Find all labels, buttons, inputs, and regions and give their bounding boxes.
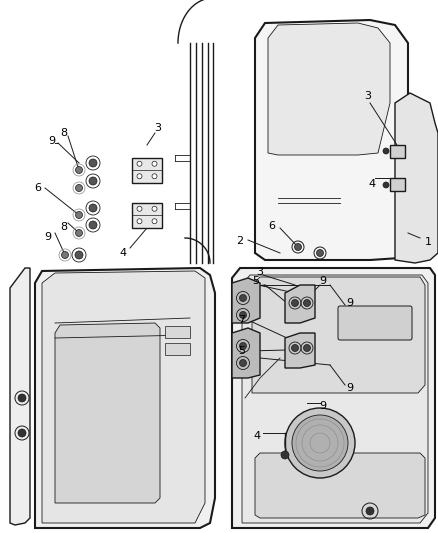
Circle shape [75, 212, 82, 219]
FancyBboxPatch shape [165, 326, 190, 338]
Circle shape [75, 230, 82, 237]
Polygon shape [232, 268, 435, 528]
Circle shape [89, 177, 97, 185]
Polygon shape [42, 271, 205, 523]
Circle shape [18, 394, 26, 402]
Circle shape [152, 161, 157, 166]
Circle shape [292, 300, 299, 306]
Text: 9: 9 [346, 383, 353, 393]
FancyBboxPatch shape [132, 157, 162, 182]
Polygon shape [390, 178, 405, 191]
Circle shape [89, 221, 97, 229]
Circle shape [75, 184, 82, 191]
Circle shape [137, 161, 142, 166]
Circle shape [383, 182, 389, 188]
Circle shape [317, 249, 324, 256]
Text: 6: 6 [268, 221, 276, 231]
Circle shape [75, 166, 82, 174]
Circle shape [383, 148, 389, 154]
Polygon shape [10, 268, 30, 525]
FancyBboxPatch shape [132, 203, 162, 228]
Polygon shape [232, 278, 260, 323]
Text: 3: 3 [364, 91, 371, 101]
Circle shape [137, 206, 142, 211]
Circle shape [89, 204, 97, 212]
Text: 3: 3 [155, 123, 162, 133]
Circle shape [152, 206, 157, 211]
Circle shape [240, 295, 247, 302]
Polygon shape [55, 323, 160, 503]
Text: 6: 6 [35, 183, 42, 193]
Circle shape [61, 252, 68, 259]
Text: 9: 9 [319, 276, 327, 286]
Circle shape [240, 311, 247, 319]
Polygon shape [268, 23, 390, 155]
Text: 1: 1 [424, 237, 431, 247]
Polygon shape [252, 277, 425, 393]
Circle shape [240, 343, 247, 350]
Polygon shape [255, 453, 425, 518]
Text: 9: 9 [49, 136, 56, 146]
Circle shape [294, 244, 301, 251]
Text: 5: 5 [239, 346, 246, 356]
Circle shape [152, 219, 157, 224]
Text: 9: 9 [346, 298, 353, 308]
Circle shape [292, 415, 348, 471]
Text: 9: 9 [319, 401, 327, 411]
Text: 8: 8 [60, 222, 67, 232]
Circle shape [304, 300, 311, 306]
Text: 7: 7 [238, 315, 246, 325]
Polygon shape [285, 333, 315, 368]
Polygon shape [232, 328, 260, 378]
FancyBboxPatch shape [338, 306, 412, 340]
FancyBboxPatch shape [165, 343, 190, 355]
Circle shape [285, 408, 355, 478]
Polygon shape [390, 145, 405, 158]
Circle shape [304, 344, 311, 351]
Polygon shape [255, 20, 408, 260]
Circle shape [240, 359, 247, 367]
Polygon shape [242, 275, 428, 523]
Text: 5: 5 [252, 276, 259, 286]
Text: 3: 3 [257, 267, 264, 277]
Polygon shape [35, 268, 215, 528]
Text: 4: 4 [120, 248, 127, 258]
Text: 2: 2 [237, 236, 244, 246]
Circle shape [137, 219, 142, 224]
Text: 9: 9 [44, 232, 52, 242]
Polygon shape [395, 93, 438, 263]
Text: 8: 8 [60, 128, 67, 138]
Circle shape [281, 451, 289, 459]
Circle shape [292, 344, 299, 351]
Circle shape [89, 159, 97, 167]
Text: 4: 4 [368, 179, 375, 189]
Polygon shape [285, 285, 315, 323]
Circle shape [366, 507, 374, 515]
Circle shape [75, 251, 83, 259]
Circle shape [137, 174, 142, 179]
Circle shape [152, 174, 157, 179]
Circle shape [18, 429, 26, 437]
Text: 4: 4 [254, 431, 261, 441]
